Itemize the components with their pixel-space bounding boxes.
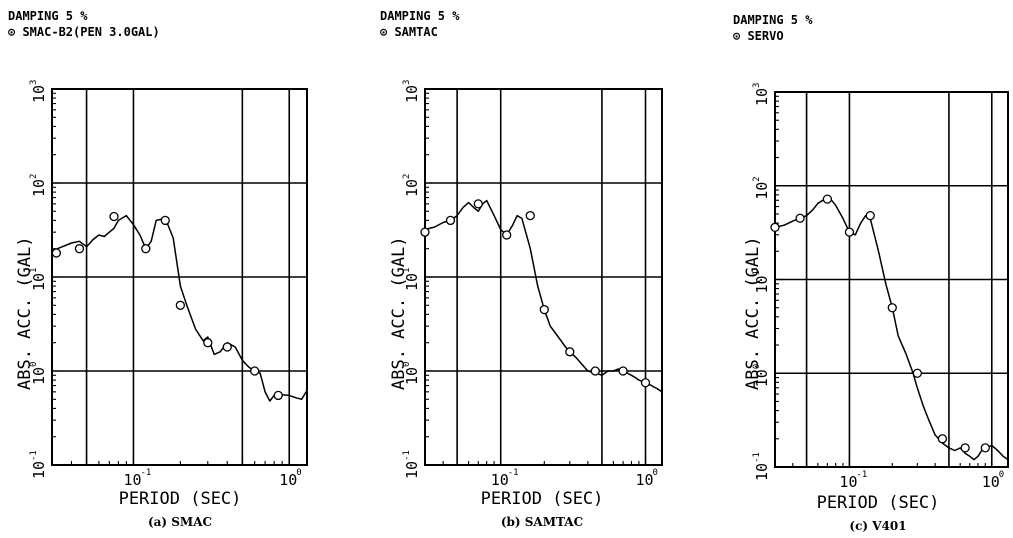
x-tick-label: 10	[123, 471, 141, 489]
panel-a-header-2: ⊙ SMAC-B2(PEN 3.0GAL)	[8, 25, 160, 39]
panel-c-header-2: ⊙ SERVO	[733, 29, 784, 43]
y-tick-label: 10	[30, 179, 48, 197]
data-marker	[937, 434, 948, 444]
panel-c-x-axis-label: PERIOD (SEC)	[817, 493, 940, 513]
y-tick-exponent: -1	[402, 450, 412, 461]
y-tick-exponent: 0	[29, 362, 39, 367]
x-tick-label: 10	[279, 471, 297, 489]
panel-b: DAMPING 5 % ⊙ SAMTAC ABS. ACC. (GAL) PER…	[380, 9, 663, 529]
x-tick-label: 10	[491, 471, 509, 489]
data-marker	[525, 210, 535, 221]
y-tick-exponent: 0	[402, 362, 412, 367]
y-tick-label: 10	[753, 275, 771, 293]
y-tick-label: 10	[753, 463, 771, 481]
data-marker	[618, 366, 628, 376]
panel-b-x-axis-label: PERIOD (SEC)	[481, 489, 604, 509]
data-marker	[160, 215, 170, 226]
x-tick-label: 10	[982, 473, 1000, 491]
x-tick-exponent: -1	[508, 468, 519, 478]
data-marker	[887, 303, 897, 313]
y-tick-exponent: -1	[29, 450, 39, 461]
data-marker	[980, 443, 990, 453]
y-tick-exponent: 2	[29, 174, 39, 179]
y-tick-label: 10	[753, 369, 771, 387]
data-marker	[420, 227, 430, 237]
panel-a-header-1: DAMPING 5 %	[8, 9, 88, 23]
x-tick-exponent: 0	[296, 468, 301, 478]
y-tick-label: 10	[403, 179, 421, 197]
panel-c-caption: (c) V401	[849, 519, 906, 533]
panel-b-caption: (b) SAMTAC	[501, 515, 583, 529]
data-marker	[865, 210, 875, 221]
panel-b-y-axis-label: ABS. ACC. (GAL)	[389, 236, 409, 390]
spectrum-curve	[424, 199, 663, 393]
y-tick-exponent: 1	[29, 268, 39, 273]
panel-b-header-1: DAMPING 5 %	[380, 9, 460, 23]
panel-c-header-1: DAMPING 5 %	[733, 13, 813, 27]
y-tick-exponent: 0	[752, 364, 762, 369]
panel-a: DAMPING 5 % ⊙ SMAC-B2(PEN 3.0GAL) ABS. A…	[8, 9, 308, 529]
y-tick-exponent: 1	[402, 268, 412, 273]
y-tick-exponent: 3	[752, 83, 762, 88]
y-tick-exponent: -1	[752, 452, 762, 463]
y-tick-exponent: 3	[29, 80, 39, 85]
panel-b-header-2: ⊙ SAMTAC	[380, 25, 438, 39]
data-marker	[250, 366, 260, 376]
x-tick-label: 10	[636, 471, 654, 489]
data-marker	[539, 304, 549, 315]
y-tick-label: 10	[403, 85, 421, 103]
y-tick-label: 10	[403, 461, 421, 479]
y-tick-exponent: 2	[402, 174, 412, 179]
y-tick-label: 10	[30, 85, 48, 103]
data-marker	[273, 390, 283, 401]
panel-c-y-axis-label: ABS. ACC. (GAL)	[743, 236, 763, 390]
y-tick-label: 10	[403, 273, 421, 291]
data-marker	[502, 230, 512, 240]
data-marker	[203, 338, 213, 348]
x-tick-exponent: 0	[653, 468, 658, 478]
data-marker	[74, 244, 85, 254]
x-tick-exponent: 0	[999, 470, 1004, 480]
y-tick-exponent: 3	[402, 80, 412, 85]
y-tick-exponent: 2	[752, 176, 762, 181]
data-marker	[473, 199, 483, 209]
data-marker	[770, 222, 780, 232]
data-marker	[565, 347, 575, 357]
x-tick-exponent: -1	[856, 470, 867, 480]
y-tick-label: 10	[753, 88, 771, 106]
data-marker	[51, 248, 62, 258]
data-marker	[960, 443, 970, 453]
x-tick-exponent: -1	[140, 468, 151, 478]
data-marker	[109, 211, 119, 222]
y-tick-label: 10	[30, 367, 48, 385]
data-marker	[590, 366, 600, 376]
y-tick-exponent: 1	[752, 270, 762, 275]
y-tick-label: 10	[30, 461, 48, 479]
data-marker	[222, 342, 232, 352]
spectrum-curve	[51, 214, 308, 402]
data-marker	[822, 194, 833, 204]
panel-a-y-axis-label: ABS. ACC. (GAL)	[15, 236, 35, 390]
data-marker	[795, 213, 805, 223]
data-marker	[912, 368, 922, 378]
data-marker	[141, 244, 151, 254]
panel-a-x-axis-label: PERIOD (SEC)	[119, 489, 242, 509]
y-tick-label: 10	[403, 367, 421, 385]
panel-c: DAMPING 5 % ⊙ SERVO ABS. ACC. (GAL) PERI…	[733, 13, 1009, 533]
data-marker	[640, 378, 651, 388]
spectrum-curve	[774, 196, 1009, 461]
x-tick-label: 10	[839, 473, 857, 491]
data-marker	[175, 300, 186, 310]
panel-a-caption: (a) SMAC	[148, 515, 212, 529]
data-marker	[445, 215, 456, 226]
data-marker	[844, 227, 855, 237]
y-tick-label: 10	[30, 273, 48, 291]
y-tick-label: 10	[753, 182, 771, 200]
